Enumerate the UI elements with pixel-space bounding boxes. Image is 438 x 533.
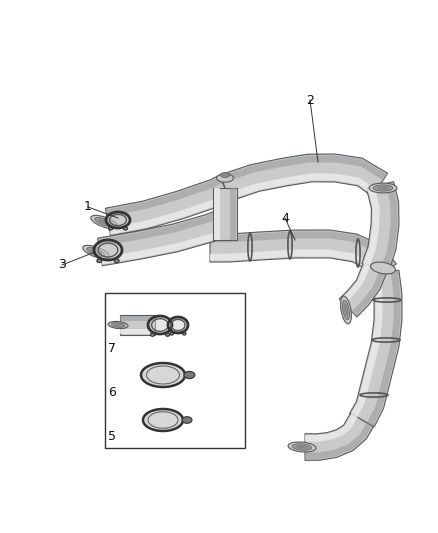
Ellipse shape — [98, 219, 110, 225]
Text: 1: 1 — [84, 200, 92, 214]
Ellipse shape — [83, 245, 109, 259]
Ellipse shape — [166, 333, 170, 336]
Text: 2: 2 — [306, 93, 314, 107]
Polygon shape — [109, 193, 231, 235]
Polygon shape — [120, 316, 155, 321]
Ellipse shape — [344, 304, 348, 316]
Ellipse shape — [90, 249, 102, 255]
Polygon shape — [141, 363, 185, 387]
Ellipse shape — [296, 445, 308, 449]
Ellipse shape — [292, 444, 312, 450]
Ellipse shape — [377, 186, 389, 190]
Polygon shape — [367, 270, 401, 426]
Polygon shape — [106, 212, 130, 228]
Polygon shape — [305, 413, 374, 461]
Polygon shape — [221, 156, 387, 183]
Ellipse shape — [97, 259, 102, 263]
Text: 6: 6 — [108, 386, 116, 400]
Text: 5: 5 — [108, 431, 116, 443]
Text: 3: 3 — [58, 259, 66, 271]
Polygon shape — [168, 317, 188, 333]
Polygon shape — [350, 270, 402, 426]
Ellipse shape — [108, 321, 128, 328]
Polygon shape — [305, 423, 372, 459]
Ellipse shape — [114, 259, 119, 263]
Ellipse shape — [220, 173, 230, 177]
Polygon shape — [352, 270, 385, 316]
Polygon shape — [230, 188, 236, 240]
Ellipse shape — [87, 247, 105, 256]
Polygon shape — [120, 329, 155, 334]
Ellipse shape — [217, 174, 233, 182]
Polygon shape — [94, 240, 122, 260]
Polygon shape — [101, 227, 230, 264]
Ellipse shape — [91, 215, 117, 229]
Ellipse shape — [184, 372, 195, 378]
Polygon shape — [210, 249, 381, 279]
Polygon shape — [380, 182, 398, 272]
Ellipse shape — [124, 227, 127, 230]
Ellipse shape — [343, 300, 350, 320]
Polygon shape — [98, 211, 223, 246]
Polygon shape — [362, 182, 399, 272]
Polygon shape — [210, 231, 395, 269]
Ellipse shape — [111, 322, 125, 327]
Text: 4: 4 — [281, 212, 289, 224]
Ellipse shape — [341, 296, 351, 324]
Ellipse shape — [108, 227, 113, 230]
Ellipse shape — [182, 417, 192, 423]
Ellipse shape — [113, 324, 123, 327]
Polygon shape — [351, 273, 382, 417]
Polygon shape — [214, 188, 220, 240]
Polygon shape — [148, 316, 172, 334]
Polygon shape — [221, 154, 388, 201]
Polygon shape — [210, 230, 396, 280]
Polygon shape — [305, 414, 357, 442]
Polygon shape — [339, 263, 387, 317]
Ellipse shape — [150, 333, 155, 336]
Polygon shape — [98, 209, 230, 266]
Bar — [105, 293, 245, 448]
Polygon shape — [120, 315, 155, 335]
Polygon shape — [227, 174, 377, 200]
Polygon shape — [340, 264, 371, 304]
Ellipse shape — [170, 332, 173, 335]
Polygon shape — [143, 409, 183, 431]
Ellipse shape — [371, 262, 396, 274]
Polygon shape — [106, 177, 223, 216]
Polygon shape — [213, 188, 237, 240]
Polygon shape — [363, 187, 380, 266]
Ellipse shape — [183, 332, 186, 335]
Text: 7: 7 — [108, 342, 116, 354]
Ellipse shape — [288, 442, 316, 452]
Ellipse shape — [369, 183, 397, 193]
Polygon shape — [106, 175, 231, 236]
Ellipse shape — [95, 217, 113, 227]
Ellipse shape — [373, 185, 393, 191]
